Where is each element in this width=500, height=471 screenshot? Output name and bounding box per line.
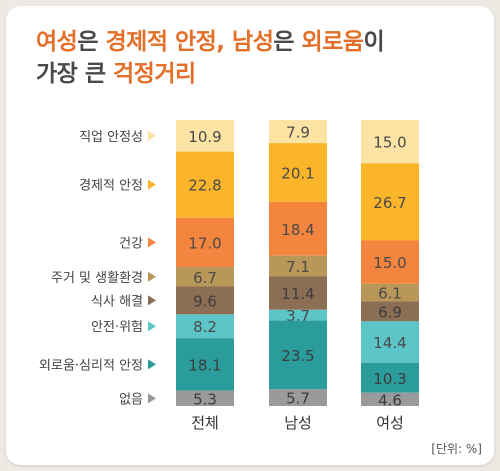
data-label: 14.4 [373, 334, 406, 352]
data-label: 10.9 [188, 128, 221, 146]
bar-segment [361, 240, 419, 284]
unit-label: [단위: %] [431, 442, 482, 456]
data-label: 11.4 [281, 285, 314, 303]
legend-label: 직업 안정성 [79, 130, 143, 145]
legend-marker [148, 359, 156, 370]
data-label: 10.3 [373, 370, 406, 388]
legend-marker [148, 271, 156, 282]
bar-segment [176, 267, 234, 287]
bar-segment [269, 309, 327, 321]
title-line-2-segment: 가장 큰 [36, 61, 113, 87]
legend-marker [148, 130, 156, 141]
category-label: 남성 [284, 414, 312, 432]
bar-segment [269, 276, 327, 310]
data-label: 20.1 [281, 164, 314, 182]
title-line-2-segment: 걱정거리 [113, 61, 196, 87]
title-line-1-segment: 경제적 안정, 남성 [105, 29, 274, 55]
bar-segment [269, 201, 327, 256]
title-line-1-segment: 여성 [36, 29, 78, 55]
bar-segment [269, 143, 327, 202]
bar-segment [361, 163, 419, 241]
data-label: 8.2 [193, 318, 217, 336]
legend-marker [148, 321, 156, 332]
category-label: 전체 [191, 414, 219, 432]
data-label: 15.0 [373, 254, 406, 272]
legend-marker [148, 237, 156, 248]
legend-marker [148, 393, 156, 404]
data-label: 18.4 [281, 221, 314, 239]
data-label: 15.0 [373, 134, 406, 152]
legend-label: 주거 및 생활환경 [51, 271, 143, 286]
data-label: 22.8 [188, 177, 221, 195]
legend-marker [148, 295, 156, 306]
title-line-2: 가장 큰 걱정거리 [36, 61, 196, 87]
data-label: 7.1 [286, 258, 310, 276]
data-label: 4.6 [378, 391, 402, 409]
chart-title: 여성은 경제적 안정, 남성은 외로움이 가장 큰 걱정거리 [36, 26, 385, 90]
category-label: 여성 [376, 414, 404, 432]
data-label: 23.5 [281, 347, 314, 365]
title-line-1-segment: 은 [77, 29, 106, 55]
legend-label: 없음 [119, 392, 143, 407]
bar-segment [361, 120, 419, 164]
bar-segment [269, 255, 327, 277]
title-line-1-segment: 이 [363, 29, 385, 55]
bar-segment [361, 283, 419, 302]
title-line-1-segment: 외로움 [301, 29, 364, 55]
bar-segment [361, 321, 419, 363]
data-label: 5.7 [286, 390, 310, 408]
bar-segment [269, 120, 327, 144]
data-label: 18.1 [188, 356, 221, 374]
data-label: 6.9 [378, 303, 402, 321]
bar-segment [361, 362, 419, 393]
title-line-1: 여성은 경제적 안정, 남성은 외로움이 [36, 29, 385, 55]
data-label: 7.9 [286, 124, 310, 142]
legend-marker [148, 179, 156, 190]
data-label: 6.1 [378, 285, 402, 303]
bar-segment [176, 338, 234, 391]
bar-segment [176, 151, 234, 218]
bar-segment [176, 217, 234, 268]
bar-segment [176, 120, 234, 152]
bar-segment [176, 286, 234, 315]
legend-label: 외로움·심리적 안정 [39, 358, 143, 373]
bar-segment [176, 390, 234, 406]
data-label: 6.7 [193, 269, 217, 287]
bar-segment [269, 389, 327, 406]
title-line-1-segment: 은 [273, 29, 302, 55]
bar-segment [361, 301, 419, 322]
legend-label: 식사 해결 [91, 294, 143, 309]
bar-segment [176, 314, 234, 339]
bar-segment [361, 392, 419, 406]
data-label: 26.7 [373, 194, 406, 212]
data-label: 17.0 [188, 234, 221, 252]
legend-label: 안전·위험 [91, 320, 143, 335]
legend-label: 경제적 안정 [79, 179, 143, 194]
bar-segment [269, 320, 327, 390]
data-label: 5.3 [193, 390, 217, 408]
legend-label: 건강 [119, 236, 143, 251]
data-label: 9.6 [193, 292, 217, 310]
